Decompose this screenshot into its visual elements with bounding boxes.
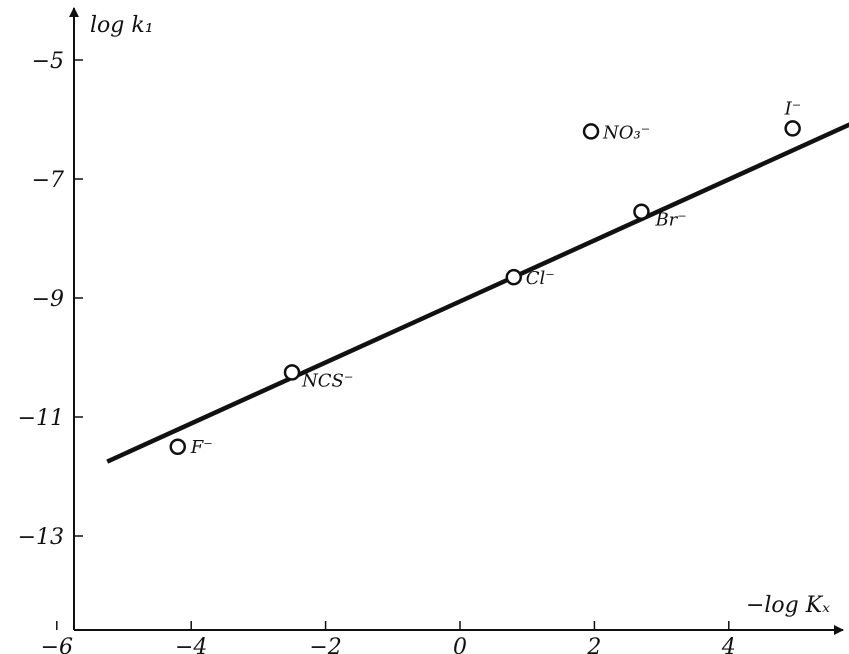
data-point — [784, 120, 801, 137]
y-tick-label: −13 — [18, 525, 64, 550]
fit-line — [106, 122, 849, 464]
y-tick-label: −5 — [32, 49, 64, 74]
x-tick-label: −6 — [41, 635, 73, 654]
data-point — [582, 123, 600, 140]
x-tick-label: 4 — [721, 635, 736, 654]
y-axis-title: log k₁ — [90, 13, 154, 38]
x-axis-title: −log Kₓ — [746, 593, 830, 618]
x-tick-label: 0 — [453, 635, 467, 654]
y-tick-label: −9 — [32, 287, 64, 312]
data-point — [633, 203, 650, 220]
data-point-label: I⁻ — [784, 98, 802, 119]
data-point — [505, 268, 523, 286]
data-point — [169, 438, 187, 455]
axes — [69, 7, 844, 635]
data-point-label: NCS⁻ — [301, 370, 353, 391]
data-point-label: NO₃⁻ — [602, 122, 650, 143]
data-points: F⁻ NCS⁻ Cl⁻ NO₃⁻ Br⁻ I⁻ — [169, 98, 802, 458]
y-tick-label: −11 — [18, 406, 64, 431]
x-tick-label: −4 — [175, 635, 207, 654]
data-point-label: Cl⁻ — [526, 268, 555, 289]
x-tick-label: −2 — [309, 635, 341, 654]
x-axis-ticks: −6−4−20246 — [41, 621, 736, 654]
data-point — [283, 364, 301, 381]
y-tick-label: −7 — [32, 168, 64, 193]
x-tick-label: 2 — [586, 635, 601, 654]
data-point-label: F⁻ — [190, 437, 213, 458]
y-axis-ticks: −5 −7 −9 −11 −13 — [18, 49, 83, 550]
data-point-label: Br⁻ — [654, 210, 686, 231]
fit-line-group — [106, 122, 849, 464]
